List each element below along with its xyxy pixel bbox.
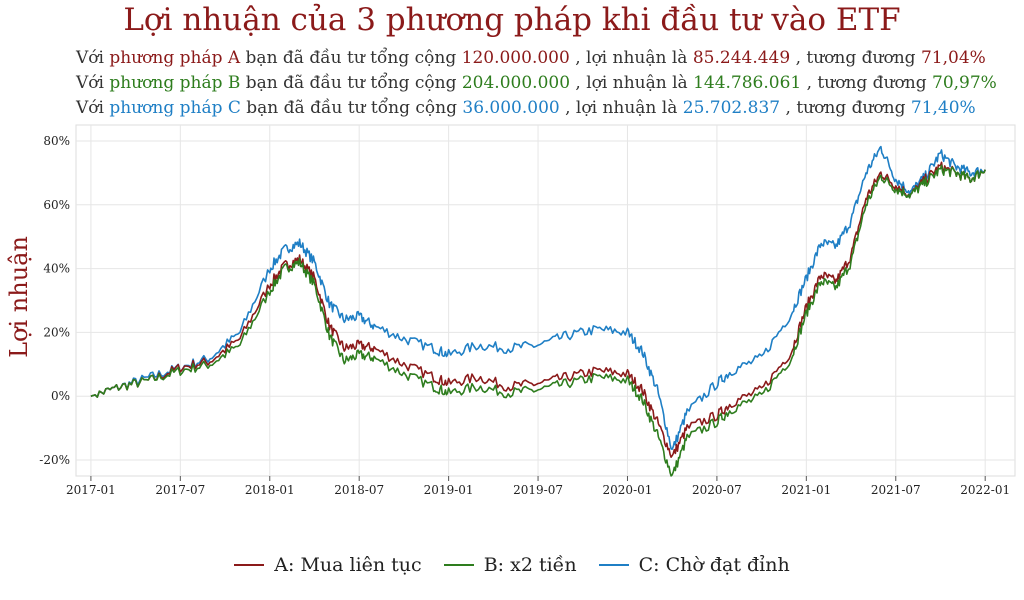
- x-tick-label: 2020-01: [603, 483, 653, 497]
- legend-label: C: Chờ đạt đỉnh: [638, 554, 790, 576]
- legend-swatch: [234, 564, 265, 566]
- summary-prefix: Với: [76, 73, 104, 93]
- summary-method: phương pháp A: [109, 48, 241, 68]
- legend-swatch: [598, 564, 629, 566]
- y-tick-label: 20%: [43, 325, 70, 339]
- legend-item-c[interactable]: C: Chờ đạt đỉnh: [598, 554, 790, 576]
- summary-prefix: Với: [76, 48, 104, 68]
- series-line-b: [90, 164, 986, 477]
- summary-profit: 25.702.837: [682, 98, 781, 118]
- x-tick-label: 2019-07: [513, 483, 563, 497]
- legend-label: B: x2 tiền: [483, 554, 577, 576]
- series-lines: [90, 145, 986, 477]
- x-tick-label: 2022-01: [960, 483, 1010, 497]
- summary-percent: 71,04%: [920, 48, 986, 68]
- summary-text: , lợi nhuận là: [565, 98, 678, 118]
- x-tick-label: 2017-07: [155, 483, 205, 497]
- summary-text: , tương đương: [806, 73, 927, 93]
- summary-text: , tương đương: [795, 48, 916, 68]
- legend-swatch: [443, 564, 474, 566]
- legend-item-b[interactable]: B: x2 tiền: [443, 554, 577, 576]
- summary-text: , lợi nhuận là: [575, 48, 688, 68]
- chart-title: Lợi nhuận của 3 phương pháp khi đầu tư v…: [123, 2, 901, 38]
- summary-profit: 85.244.449: [692, 48, 791, 68]
- summary-text: bạn đã đầu tư tổng cộng: [245, 48, 457, 68]
- grid: [75, 124, 1016, 477]
- summary-method: phương pháp B: [109, 73, 241, 93]
- summary-text: , tương đương: [785, 98, 906, 118]
- summary-text: bạn đã đầu tư tổng cộng: [245, 73, 457, 93]
- legend-label: A: Mua liên tục: [274, 554, 422, 576]
- x-tick-label: 2017-01: [66, 483, 116, 497]
- summary-line-c: Với phương pháp C bạn đã đầu tư tổng cộn…: [76, 98, 976, 118]
- summary-percent: 71,40%: [910, 98, 976, 118]
- x-axis-ticks: 2017-01 2017-07 2018-01 2018-07 2019-01 2019-…: [66, 476, 1010, 497]
- y-tick-label: 0%: [51, 389, 70, 403]
- series-line-a: [90, 161, 986, 459]
- summary-invested: 36.000.000: [462, 98, 560, 118]
- summary-percent: 70,97%: [932, 73, 997, 93]
- summary-line-a: Với phương pháp A bạn đã đầu tư tổng cộn…: [76, 48, 986, 68]
- legend-item-a[interactable]: A: Mua liên tục: [234, 554, 422, 576]
- summary-method: phương pháp C: [109, 98, 241, 118]
- summary-profit: 144.786.061: [693, 73, 802, 93]
- x-tick-label: 2021-01: [781, 483, 831, 497]
- summary-text: bạn đã đầu tư tổng cộng: [246, 98, 457, 118]
- y-tick-label: 80%: [43, 134, 70, 148]
- y-axis-ticks: -20% 0% 20% 40% 60% 80%: [39, 134, 70, 467]
- x-tick-label: 2020-07: [692, 483, 742, 497]
- summary-line-b: Với phương pháp B bạn đã đầu tư tổng cộn…: [76, 73, 997, 93]
- legend: A: Mua liên tục B: x2 tiền C: Chờ đạt đỉ…: [0, 554, 1024, 576]
- x-tick-label: 2019-01: [424, 483, 474, 497]
- summary-invested: 120.000.000: [461, 48, 570, 68]
- summary-text: , lợi nhuận là: [575, 73, 688, 93]
- series-line-c: [90, 145, 986, 451]
- summary-prefix: Với: [76, 98, 104, 118]
- plot-border: [75, 124, 1016, 477]
- x-tick-label: 2018-07: [334, 483, 384, 497]
- y-axis-label: Lợi nhuận: [5, 236, 33, 358]
- y-tick-label: 60%: [43, 198, 70, 212]
- summary-invested: 204.000.000: [461, 73, 571, 93]
- x-tick-label: 2018-01: [245, 483, 295, 497]
- y-tick-label: 40%: [43, 262, 70, 276]
- x-tick-label: 2021-07: [871, 483, 921, 497]
- y-tick-label: -20%: [39, 453, 70, 467]
